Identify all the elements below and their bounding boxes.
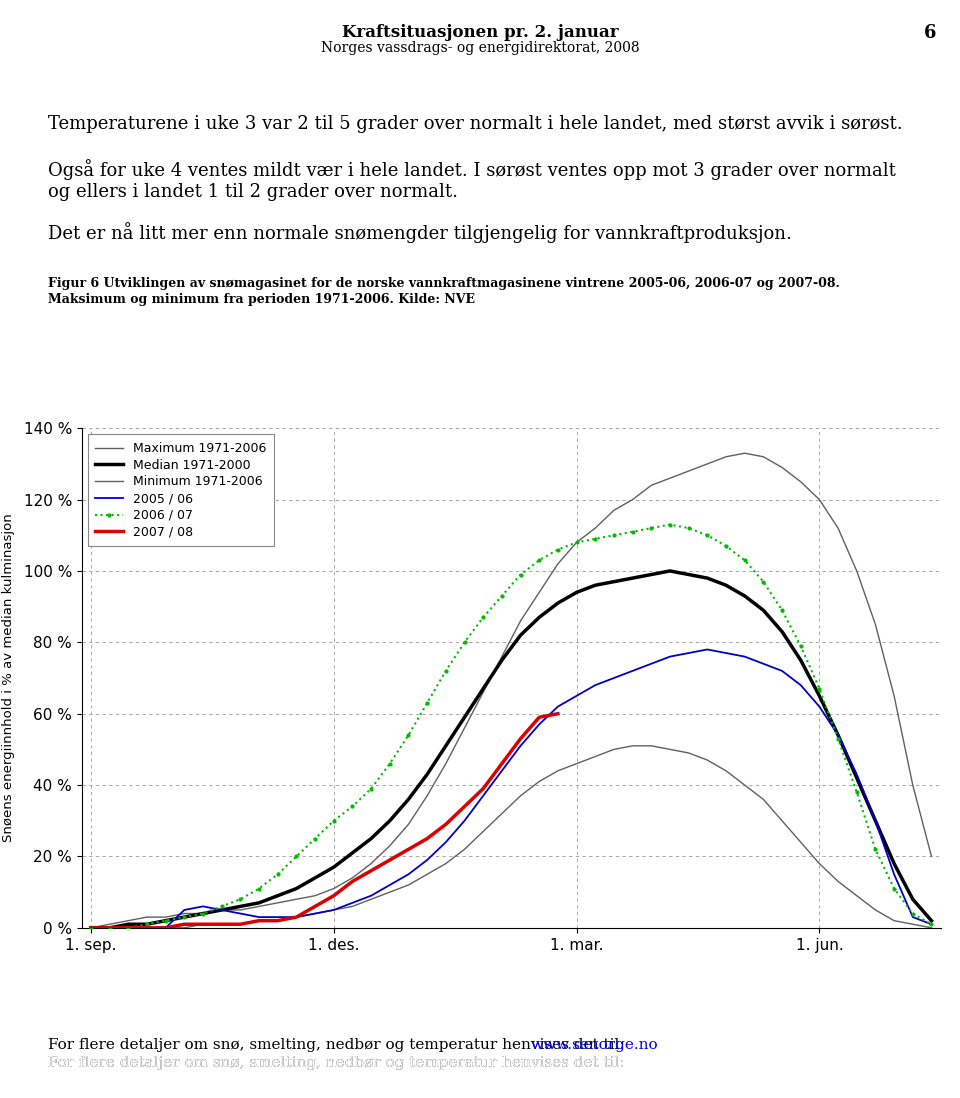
Text: For flere detaljer om snø, smelting, nedbør og temperatur henvises det til:: For flere detaljer om snø, smelting, ned… [48, 1038, 630, 1052]
Text: For flere detaljer om snø, smelting, nedbør og temperatur henvises det til:: For flere detaljer om snø, smelting, ned… [48, 1056, 630, 1071]
Text: Maksimum og minimum fra perioden 1971-2006. Kilde: NVE: Maksimum og minimum fra perioden 1971-20… [48, 293, 475, 306]
Text: Norges vassdrags- og energidirektorat, 2008: Norges vassdrags- og energidirektorat, 2… [321, 41, 639, 55]
Text: Også for uke 4 ventes mildt vær i hele landet. I sørøst ventes opp mot 3 grader : Også for uke 4 ventes mildt vær i hele l… [48, 159, 896, 201]
Text: Det er nå litt mer enn normale snømengder tilgjengelig for vannkraftproduksjon.: Det er nå litt mer enn normale snømengde… [48, 222, 792, 243]
Text: www.senorge.no: www.senorge.no [531, 1038, 659, 1052]
Y-axis label: Snøens energiinnhold i % av median kulminasjon: Snøens energiinnhold i % av median kulmi… [2, 514, 15, 842]
Text: Temperaturene i uke 3 var 2 til 5 grader over normalt i hele landet, med størst : Temperaturene i uke 3 var 2 til 5 grader… [48, 115, 902, 133]
Text: Kraftsituasjonen pr. 2. januar: Kraftsituasjonen pr. 2. januar [342, 24, 618, 41]
Text: 6: 6 [924, 24, 936, 42]
Text: For flere detaljer om snø, smelting, nedbør og temperatur henvises det til: www.: For flere detaljer om snø, smelting, ned… [48, 1056, 757, 1071]
Text: Figur 6 Utviklingen av snømagasinet for de norske vannkraftmagasinene vintrene 2: Figur 6 Utviklingen av snømagasinet for … [48, 277, 840, 290]
Legend: Maximum 1971-2006, Median 1971-2000, Minimum 1971-2006, 2005 / 06, 2006 / 07, 20: Maximum 1971-2006, Median 1971-2000, Min… [88, 435, 274, 546]
